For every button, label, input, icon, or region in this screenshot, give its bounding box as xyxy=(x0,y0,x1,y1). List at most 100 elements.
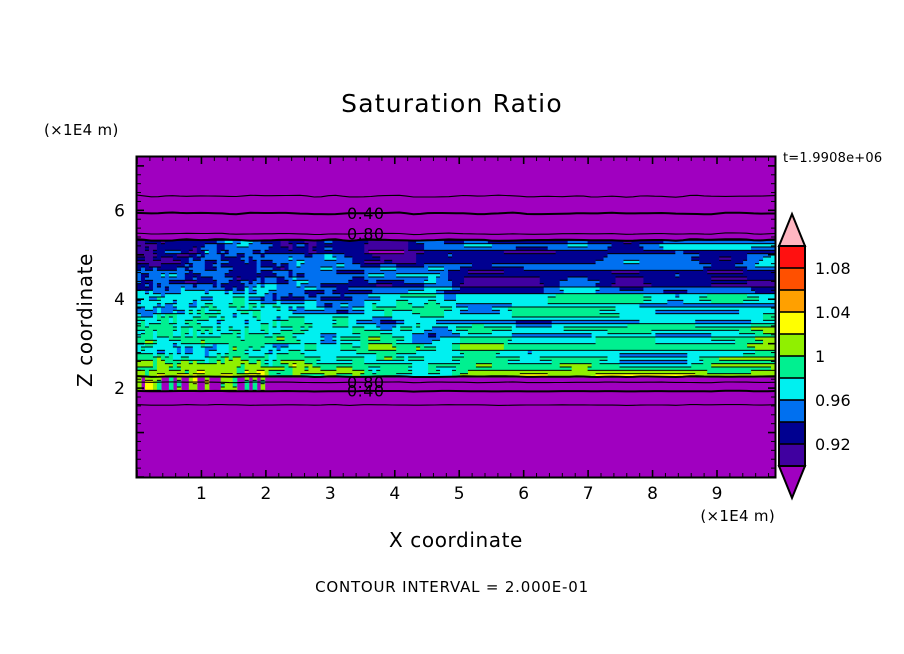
colorbar-band xyxy=(778,333,806,358)
contour-outline-seg xyxy=(244,319,249,321)
contour-band-cell xyxy=(244,283,258,288)
contour-band-cell xyxy=(224,287,234,291)
contour-band-cell xyxy=(152,280,170,285)
contour-band-cell xyxy=(256,270,262,275)
contour-band-cell xyxy=(747,253,772,258)
contour-outline-seg xyxy=(172,359,205,361)
contour-band-cell xyxy=(424,243,465,248)
contour-band-cell xyxy=(224,253,238,258)
contour-outline-seg xyxy=(248,296,265,298)
contour-outline-seg xyxy=(244,379,249,381)
contour-outline-seg xyxy=(312,249,317,251)
contour-band-cell xyxy=(296,337,326,341)
contour-outline-seg xyxy=(248,256,253,258)
contour-band-cell xyxy=(320,283,377,288)
contour-outline-seg xyxy=(643,299,652,301)
contour-outline-seg xyxy=(448,253,453,255)
contour-band-cell xyxy=(137,303,158,308)
contour-outline-seg xyxy=(735,266,748,268)
contour-band-cell xyxy=(192,350,206,355)
contour-band-cell xyxy=(471,323,485,328)
contour-outline-seg xyxy=(432,339,441,341)
contour-band-cell xyxy=(144,370,150,375)
contour-band-cell xyxy=(264,330,270,335)
contour-outline-seg xyxy=(220,356,229,358)
contour-band-cell xyxy=(244,290,250,295)
contour-outline-seg xyxy=(137,306,145,308)
contour-band-cell xyxy=(137,307,146,311)
contour-band-cell xyxy=(428,363,477,368)
contour-outline-seg xyxy=(623,243,632,245)
contour-band-cell xyxy=(368,280,377,285)
contour-band-cell xyxy=(364,310,385,315)
contour-band-cell xyxy=(707,370,752,375)
contour-band-cell xyxy=(396,347,417,351)
contour-outline-seg xyxy=(268,289,277,291)
contour-outline-seg xyxy=(408,249,608,251)
contour-outline-seg xyxy=(276,316,281,318)
contour-band-cell xyxy=(268,290,306,295)
contour-outline-seg xyxy=(519,373,548,375)
contour-band-cell xyxy=(603,257,692,261)
contour-outline-seg xyxy=(200,346,213,348)
contour-band-cell xyxy=(487,240,569,245)
contour-band-cell xyxy=(137,350,158,355)
contour-band-cell xyxy=(292,367,306,371)
contour-band-cell xyxy=(643,300,668,305)
contour-band-cell xyxy=(747,257,764,261)
contour-outline-seg xyxy=(396,299,409,301)
contour-band-cell xyxy=(372,303,377,308)
contour-band-cell xyxy=(292,370,365,375)
contour-outline-seg xyxy=(144,379,153,381)
contour-band-cell xyxy=(456,303,513,308)
contour-band-cell xyxy=(240,257,250,261)
contour-outline-seg xyxy=(216,326,221,328)
contour-band-cell xyxy=(252,280,262,285)
contour-outline-seg xyxy=(707,373,752,375)
contour-band-cell xyxy=(184,263,190,268)
contour-band-cell xyxy=(152,287,166,291)
contour-band-cell xyxy=(675,293,680,298)
contour-band-cell xyxy=(416,253,449,258)
contour-outline-seg xyxy=(228,326,233,328)
contour-outline-seg xyxy=(252,253,305,255)
contour-band-cell xyxy=(204,387,210,391)
contour-band-cell xyxy=(172,330,182,335)
contour-band-cell xyxy=(352,360,365,365)
contour-outline-seg xyxy=(707,273,744,275)
contour-outline-seg xyxy=(280,329,293,331)
contour-band-cell xyxy=(216,260,230,265)
contour-outline-seg xyxy=(137,366,153,368)
contour-band-cell xyxy=(168,387,174,391)
contour-outline-seg xyxy=(304,366,309,368)
contour-outline-seg xyxy=(452,356,464,358)
contour-outline-seg xyxy=(168,369,181,371)
contour-outline-seg xyxy=(320,296,341,298)
contour-outline-seg xyxy=(280,346,289,348)
contour-band-cell xyxy=(655,310,740,315)
contour-band-cell xyxy=(348,280,369,285)
contour-outline-seg xyxy=(164,289,169,291)
contour-band-cell xyxy=(252,383,258,388)
contour-outline-seg xyxy=(176,266,193,268)
contour-outline-seg xyxy=(256,276,261,278)
contour-band-cell xyxy=(320,267,333,271)
contour-outline-seg xyxy=(452,349,775,351)
contour-outline-seg xyxy=(296,286,301,288)
contour-band-cell xyxy=(667,300,684,305)
contour-outline-seg xyxy=(611,283,616,285)
contour-outline-seg xyxy=(192,273,201,275)
contour-outline-seg xyxy=(316,306,333,308)
contour-outline-seg xyxy=(332,316,349,318)
contour-band-cell xyxy=(284,267,290,271)
contour-outline-seg xyxy=(244,326,249,328)
contour-band-cell xyxy=(515,247,549,251)
contour-outline-seg xyxy=(304,349,317,351)
contour-band-cell xyxy=(300,373,326,378)
contour-outline-seg xyxy=(396,273,441,275)
contour-band-cell xyxy=(448,277,465,281)
contour-outline-seg xyxy=(400,296,437,298)
contour-band-cell xyxy=(152,383,158,388)
contour-outline-seg xyxy=(232,286,237,288)
contour-band-cell xyxy=(208,307,218,311)
